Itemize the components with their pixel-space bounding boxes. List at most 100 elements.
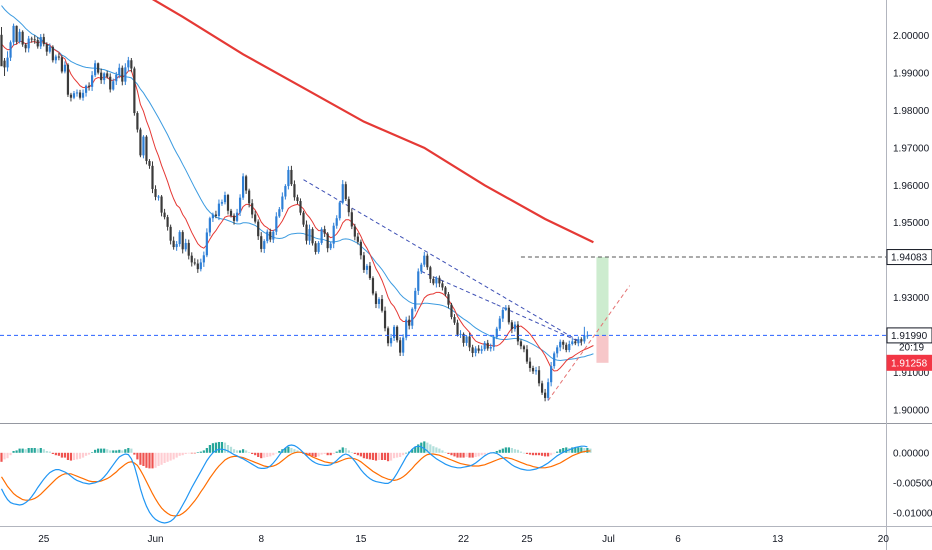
candle (214, 210, 218, 219)
current-price-badge-label: 1.91990 (891, 331, 928, 342)
candle-body (501, 309, 504, 319)
candle-body (60, 57, 63, 72)
macd-hist-bar (320, 452, 323, 455)
candle (308, 224, 311, 245)
candle-body (205, 232, 208, 256)
candle (462, 332, 465, 347)
candle (100, 68, 103, 84)
candle-body (187, 242, 190, 256)
candle-body (426, 255, 429, 268)
candle (72, 90, 76, 100)
candle (184, 238, 187, 252)
candle (453, 314, 456, 325)
candle (223, 191, 227, 205)
candle (3, 58, 6, 76)
candle-body (232, 215, 236, 221)
candle-body (136, 113, 139, 130)
macd-hist-bar (66, 452, 70, 460)
macd-hist-bar (181, 452, 184, 456)
candle-body (133, 68, 136, 114)
candle (57, 52, 60, 61)
candle-body (12, 25, 15, 43)
candle-body (148, 160, 151, 166)
macd-hist-bar (341, 447, 344, 453)
candle (368, 262, 372, 281)
macd-hist-bar (275, 452, 278, 454)
candle (498, 315, 501, 331)
macd-hist-bar (386, 452, 390, 462)
candle (0, 26, 3, 67)
macd-hist-bar (507, 447, 510, 453)
candle-body (571, 341, 574, 345)
candle (537, 366, 541, 387)
candle (275, 212, 278, 236)
macd-hist-bar (72, 452, 76, 460)
price-pane[interactable] (0, 0, 886, 402)
candle-body (272, 231, 275, 240)
candle (78, 89, 82, 100)
candle-body (78, 92, 82, 98)
time-axis[interactable]: 25 Jun 8 15 22 25 Jul 6 13 20 (38, 534, 889, 545)
candle (208, 216, 211, 237)
candle-body (522, 346, 526, 350)
candle-body (151, 165, 154, 190)
candle (441, 280, 444, 291)
macd-hist-bar (184, 452, 187, 454)
candle-body (435, 277, 438, 284)
macd-hist-bar (78, 452, 82, 459)
macd-hist-bar (531, 452, 535, 456)
candle (447, 291, 450, 309)
macd-hist-bar (51, 452, 54, 454)
macd-hist-bar (193, 452, 196, 454)
candle (21, 30, 24, 47)
candle (172, 236, 175, 250)
candle-body (278, 209, 281, 217)
candle (311, 227, 314, 246)
macd-hist-bar (202, 450, 205, 453)
macd-hist-bar (33, 448, 36, 453)
macd-hist-bar (453, 452, 456, 457)
macd-hist-bar (178, 452, 181, 456)
macd-hist-bar (486, 452, 489, 454)
candle (483, 341, 486, 352)
candle (586, 331, 589, 339)
candle-body (109, 76, 112, 90)
macd-hist-bar (537, 452, 541, 456)
candle (486, 339, 489, 351)
macd-hist-bar (48, 451, 51, 453)
candle-body (100, 72, 103, 81)
macd-hist-bar (393, 452, 396, 459)
countdown-label: 20:19 (899, 342, 924, 353)
macd-axis[interactable]: 0.00000 -0.00500 -0.01000 (893, 448, 932, 519)
candle (429, 265, 432, 283)
macd-hist-bar (438, 448, 441, 453)
candle-body (414, 290, 417, 309)
candle-body (335, 218, 338, 226)
macd-tick-label: -0.00500 (893, 478, 932, 489)
time-tick-label: 15 (355, 534, 367, 545)
candle-body (498, 318, 501, 329)
candle-body (393, 326, 396, 339)
macd-hist-bar (6, 452, 9, 459)
candle (81, 89, 85, 101)
candle (562, 339, 565, 350)
macd-hist-bar (414, 446, 417, 453)
macd-hist-bar (323, 452, 326, 454)
candle-body (444, 287, 447, 295)
candle-body (66, 64, 70, 95)
candle (235, 208, 239, 223)
candle-body (257, 221, 260, 237)
candle (257, 219, 260, 240)
candle-body (21, 31, 24, 45)
macd-hist-bar (263, 452, 266, 458)
macd-pane[interactable] (0, 441, 592, 524)
candle-body (238, 197, 242, 213)
candle-body (389, 338, 393, 344)
candle (106, 70, 109, 79)
macd-hist-bar (3, 452, 6, 460)
candle-body (374, 293, 378, 304)
candle (559, 339, 562, 352)
macd-hist-bar (423, 441, 426, 453)
